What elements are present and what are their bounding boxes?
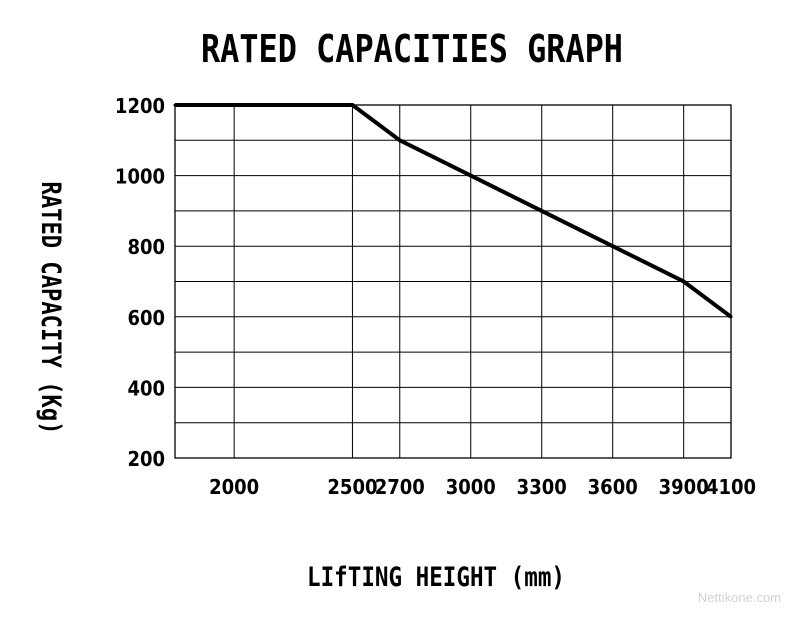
x-tick-label: 4100 <box>706 475 756 499</box>
x-tick-label: 3300 <box>517 475 567 499</box>
plot-frame <box>174 104 732 459</box>
y-tick-label: 600 <box>127 306 165 330</box>
x-tick-label: 2000 <box>209 475 259 499</box>
y-tick-labels: 200 400 600 800 1000 1200 <box>115 94 165 471</box>
x-tick-label: 3600 <box>588 475 638 499</box>
x-tick-label: 2700 <box>375 475 425 499</box>
x-tick-label: 3900 <box>659 475 709 499</box>
x-tick-label: 2500 <box>327 475 377 499</box>
y-tick-label: 400 <box>127 376 165 400</box>
x-axis-label: LIfTING HEIGHT (mm) <box>307 562 565 593</box>
data-point <box>398 138 402 142</box>
data-point <box>173 103 177 107</box>
capacity-series <box>173 103 733 319</box>
y-tick-label: 800 <box>127 235 165 259</box>
chart-title: RATED CAPACITIES GRAPH <box>201 27 623 71</box>
data-point <box>729 315 733 319</box>
y-tick-label: 1200 <box>115 94 165 118</box>
y-tick-label: 1000 <box>115 165 165 189</box>
y-tick-label: 200 <box>127 447 165 471</box>
y-axis-label: RATED CAPACITY (Kg) <box>35 182 66 435</box>
watermark-text: Nettikone.com <box>697 590 781 605</box>
data-point <box>611 244 615 248</box>
series-line <box>175 103 733 319</box>
chart-grid <box>175 105 731 458</box>
x-tick-label: 3000 <box>446 475 496 499</box>
data-point <box>469 174 473 178</box>
plot-border <box>174 104 732 459</box>
data-point <box>350 103 354 107</box>
data-point <box>682 280 686 283</box>
data-point <box>540 209 544 213</box>
